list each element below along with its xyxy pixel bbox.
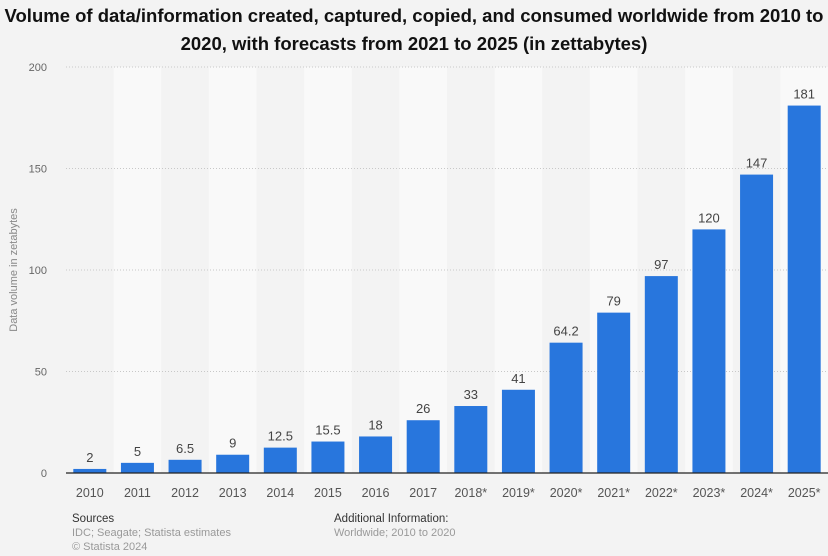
data-label: 6.5 (176, 441, 194, 456)
x-tick-label: 2013 (219, 486, 247, 500)
x-tick-label: 2016 (362, 486, 390, 500)
bar (311, 441, 345, 473)
data-label: 147 (746, 156, 768, 171)
x-tick-label: 2015 (314, 486, 342, 500)
data-label: 97 (654, 257, 668, 272)
bar (454, 406, 488, 473)
x-tick-label: 2010 (76, 486, 104, 500)
x-tick-label: 2024* (740, 486, 773, 500)
x-tick-label: 2014 (266, 486, 294, 500)
y-tick-label: 200 (29, 62, 47, 74)
y-tick-label: 150 (29, 164, 47, 176)
data-label: 2 (86, 450, 93, 465)
sources-heading: Sources (72, 513, 115, 525)
y-tick-label: 0 (41, 468, 47, 480)
bar (501, 389, 535, 473)
bar (692, 229, 726, 473)
data-label: 15.5 (315, 423, 340, 438)
y-tick-label: 50 (35, 367, 47, 379)
x-tick-label: 2017 (409, 486, 437, 500)
x-tick-label: 2023* (693, 486, 726, 500)
data-label: 64.2 (553, 324, 578, 339)
additional-info-text: Worldwide; 2010 to 2020 (334, 527, 456, 539)
data-label: 120 (698, 210, 720, 225)
x-tick-label: 2021* (597, 486, 630, 500)
sources-block: Sources IDC; Seagate; Statista estimates… (72, 512, 231, 554)
additional-info-block: Additional Information: Worldwide; 2010 … (334, 512, 456, 540)
data-label: 33 (464, 387, 478, 402)
bar (168, 459, 202, 473)
bar (73, 468, 107, 473)
data-label: 26 (416, 401, 430, 416)
additional-info-heading: Additional Information: (334, 513, 449, 525)
bar (406, 420, 440, 473)
bar (216, 454, 250, 473)
x-tick-label: 2022* (645, 486, 678, 500)
data-label: 9 (229, 436, 236, 451)
data-label: 12.5 (268, 429, 293, 444)
bar (263, 447, 297, 473)
y-tick-label: 100 (29, 265, 47, 277)
bar (644, 276, 678, 473)
bar (549, 342, 583, 473)
data-label: 18 (368, 417, 382, 432)
sources-text: IDC; Seagate; Statista estimates (72, 527, 231, 539)
x-tick-label: 2019* (502, 486, 535, 500)
x-tick-label: 2018* (454, 486, 487, 500)
copyright: © Statista 2024 (72, 541, 148, 553)
chart-title: Volume of data/information created, capt… (4, 5, 824, 54)
y-axis-label: Data volume in zetabytes (8, 208, 20, 332)
x-tick-label: 2020* (550, 486, 583, 500)
data-label: 5 (134, 444, 141, 459)
bar (787, 105, 821, 473)
x-tick-label: 2012 (171, 486, 199, 500)
bar (740, 174, 774, 473)
data-label: 79 (606, 294, 620, 309)
data-label: 41 (511, 371, 525, 386)
data-label: 181 (793, 87, 815, 102)
bar (120, 462, 154, 473)
bar (597, 312, 631, 473)
x-tick-label: 2025* (788, 486, 821, 500)
x-tick-label: 2011 (124, 486, 151, 500)
bar-chart: 0 50 100 150 200 Data volume in zetabytes 2 201… (8, 62, 828, 500)
bar (359, 436, 393, 473)
